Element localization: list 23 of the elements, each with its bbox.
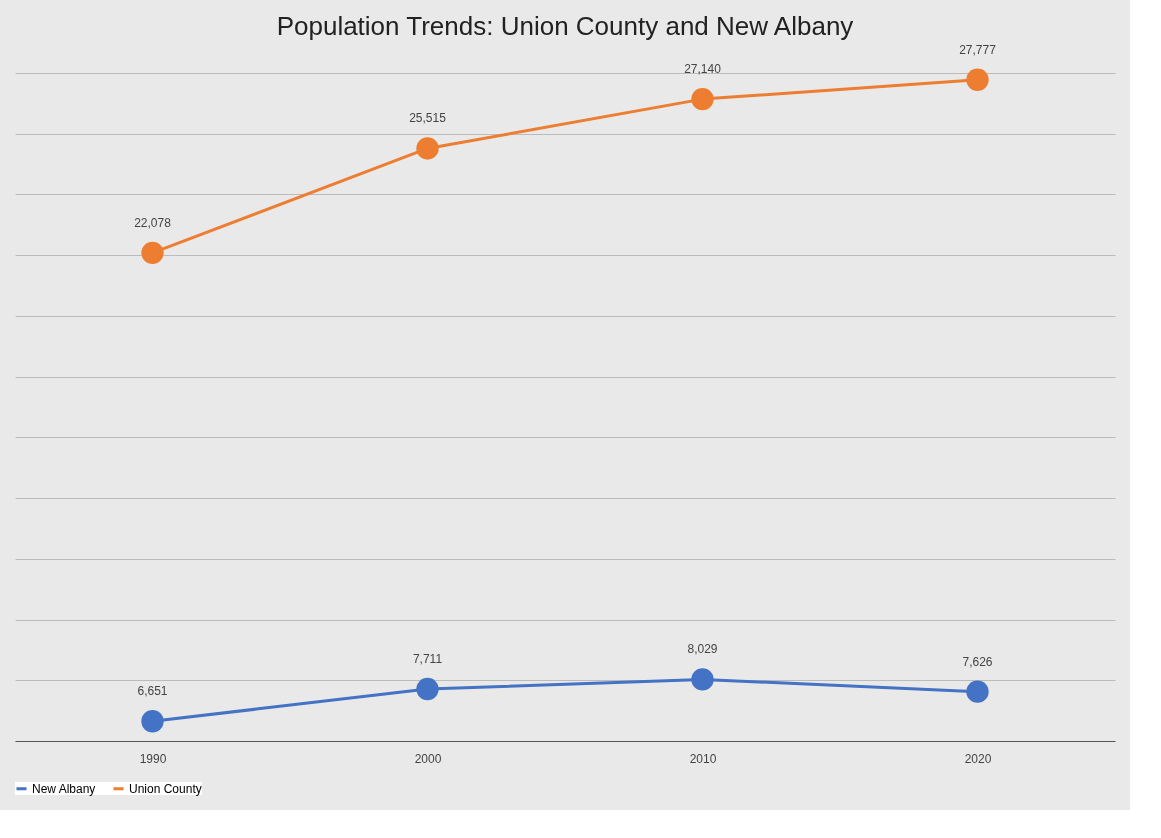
data-label: 6,651	[137, 684, 168, 699]
data-label: 27,140	[684, 62, 722, 77]
data-label: 27,777	[959, 42, 997, 57]
point	[416, 137, 439, 160]
data-label: 22,078	[134, 215, 172, 230]
point	[966, 680, 989, 703]
data-label: 7,711	[412, 652, 443, 667]
point	[141, 710, 164, 733]
point	[416, 677, 439, 701]
data-label: 25,515	[409, 111, 447, 126]
x-tick-label: 2010	[689, 751, 717, 766]
x-tick-label: 2000	[414, 751, 442, 766]
chart-title: Population Trends: Union County and New Albany	[276, 10, 854, 41]
x-tick-label: 2020	[964, 751, 992, 766]
data-label: 7,626	[962, 654, 993, 669]
legend-label: Union County	[129, 781, 202, 796]
point	[141, 241, 164, 264]
x-tick-label: 1990	[139, 751, 167, 766]
point	[691, 668, 714, 691]
point	[966, 68, 989, 91]
data-label: 8,029	[687, 642, 718, 657]
point	[691, 87, 714, 111]
legend-label: New Albany	[32, 781, 96, 796]
